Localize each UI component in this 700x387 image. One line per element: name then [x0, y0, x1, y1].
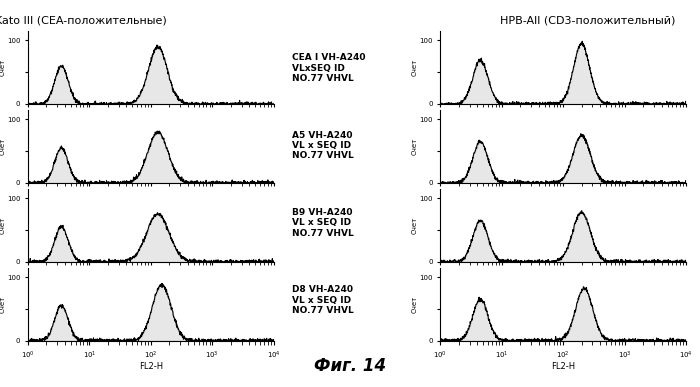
Text: B9 VH-A240
VL x SEQ ID
NO.77 VHVL: B9 VH-A240 VL x SEQ ID NO.77 VHVL [292, 208, 354, 238]
Text: Фиг. 14: Фиг. 14 [314, 357, 386, 375]
Text: CEA I VH-A240
VLxSEQ ID
NO.77 VHVL: CEA I VH-A240 VLxSEQ ID NO.77 VHVL [292, 53, 365, 83]
Y-axis label: Счет: Счет [0, 217, 6, 234]
Y-axis label: Счет: Счет [0, 138, 6, 155]
Y-axis label: Счет: Счет [412, 138, 418, 155]
Y-axis label: Счет: Счет [0, 295, 6, 313]
Text: Kato III (CEA-положительные): Kato III (CEA-положительные) [0, 15, 167, 26]
Y-axis label: Счет: Счет [412, 217, 418, 234]
Text: A5 VH-A240
VL x SEQ ID
NO.77 VHVL: A5 VH-A240 VL x SEQ ID NO.77 VHVL [292, 130, 354, 161]
Text: HPB-All (CD3-положительный): HPB-All (CD3-положительный) [500, 15, 676, 26]
X-axis label: FL2-H: FL2-H [139, 362, 163, 371]
Y-axis label: Счет: Счет [412, 295, 418, 313]
Text: D8 VH-A240
VL x SEQ ID
NO.77 VHVL: D8 VH-A240 VL x SEQ ID NO.77 VHVL [292, 285, 354, 315]
Y-axis label: Счет: Счет [412, 59, 418, 76]
Y-axis label: Счет: Счет [0, 59, 6, 76]
X-axis label: FL2-H: FL2-H [551, 362, 575, 371]
